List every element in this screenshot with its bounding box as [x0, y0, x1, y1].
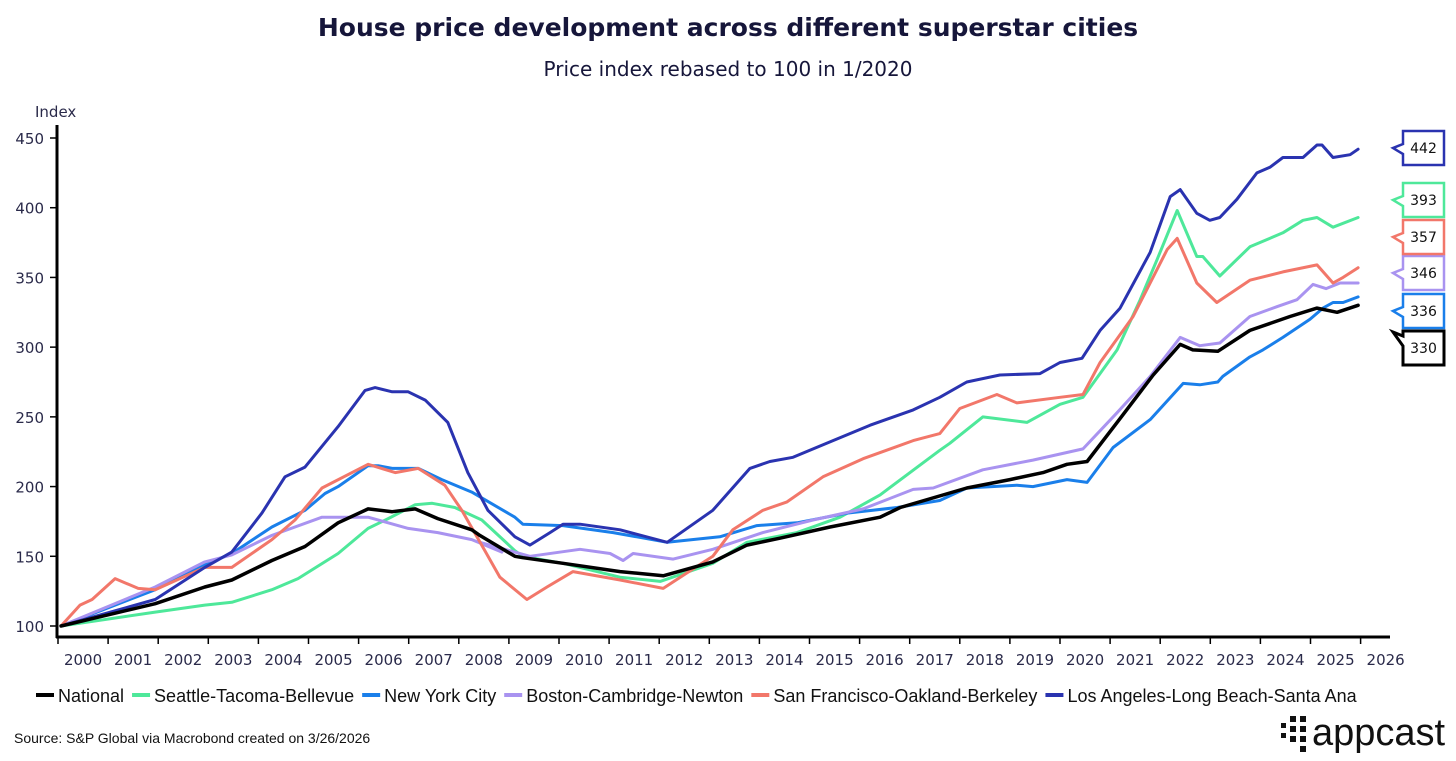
chart-title: House price development across different… — [318, 13, 1138, 42]
legend-item: New York City — [362, 686, 496, 706]
end-labels: 330 393 336 346 357 442 — [1388, 129, 1446, 367]
y-tick-label: 200 — [15, 479, 44, 497]
y-tick-label: 250 — [15, 409, 44, 427]
x-tick-label: 2006 — [365, 651, 403, 669]
x-tick-label: 2011 — [615, 651, 653, 669]
x-tick-label: 2001 — [114, 651, 152, 669]
x-tick-label: 2017 — [916, 651, 954, 669]
legend-item: Seattle-Tacoma-Bellevue — [132, 686, 354, 706]
legend-label: Seattle-Tacoma-Bellevue — [154, 686, 354, 706]
end-value-text: 336 — [1410, 304, 1437, 320]
x-tick-label: 2007 — [415, 651, 453, 669]
legend: National Seattle-Tacoma-Bellevue New York … — [36, 686, 1358, 706]
end-value-label: 357 — [1390, 218, 1446, 256]
y-tick-label: 350 — [15, 269, 44, 287]
legend-item: National — [36, 686, 124, 706]
x-tick-label: 2016 — [866, 651, 904, 669]
x-tick-label: 2012 — [665, 651, 703, 669]
x-tick-label: 2024 — [1266, 651, 1304, 669]
x-ticks: 2000 2001 2002 2003 2004 2005 2006 2007 2008 2009… — [57, 637, 1405, 669]
appcast-logo-text: appcast — [1312, 712, 1446, 754]
x-tick-label: 2013 — [715, 651, 753, 669]
x-tick-label: 2009 — [515, 651, 553, 669]
x-tick-label: 2022 — [1166, 651, 1204, 669]
y-tick-label: 150 — [15, 548, 44, 566]
legend-label: Boston-Cambridge-Newton — [526, 686, 743, 706]
end-value-label: 393 — [1390, 181, 1446, 219]
end-value-label: 336 — [1390, 292, 1446, 330]
series-lines — [59, 143, 1360, 628]
y-tick-label: 300 — [15, 339, 44, 357]
legend-label: New York City — [384, 686, 496, 706]
x-tick-label: 2020 — [1066, 651, 1104, 669]
legend-label: Los Angeles-Long Beach-Santa Ana — [1067, 686, 1357, 706]
appcast-logo: appcast — [1281, 712, 1446, 754]
y-tick-label: 100 — [15, 618, 44, 636]
x-tick-label: 2004 — [264, 651, 302, 669]
end-value-text: 346 — [1410, 266, 1437, 282]
x-tick-label: 2014 — [765, 651, 803, 669]
appcast-logo-mark-icon — [1281, 716, 1306, 752]
series-line-seattle-tacoma-bellevue — [59, 209, 1360, 628]
x-tick-label: 2023 — [1216, 651, 1254, 669]
y-ticks: 100 150 200 250 300 350 400 450 — [15, 130, 57, 636]
series-line-national — [59, 303, 1360, 628]
x-tick-label: 2002 — [164, 651, 202, 669]
legend-label: National — [58, 686, 124, 706]
end-value-label: 346 — [1390, 254, 1446, 292]
x-tick-label: 2021 — [1116, 651, 1154, 669]
x-tick-label: 2003 — [214, 651, 252, 669]
x-tick-label: 2025 — [1316, 651, 1354, 669]
series-line-new-york-city — [59, 295, 1360, 628]
legend-item: Los Angeles-Long Beach-Santa Ana — [1045, 686, 1358, 706]
y-axis-label: Index — [35, 103, 76, 121]
x-tick-label: 2019 — [1016, 651, 1054, 669]
y-tick-label: 450 — [15, 130, 44, 148]
y-tick-label: 400 — [15, 200, 44, 218]
legend-item: Boston-Cambridge-Newton — [504, 686, 743, 706]
source-note: Source: S&P Global via Macrobond created… — [14, 730, 370, 746]
end-value-text: 442 — [1410, 141, 1437, 157]
x-tick-label: 2008 — [465, 651, 503, 669]
series-line-san-francisco-oakland-berkeley — [59, 236, 1360, 628]
chart-subtitle: Price index rebased to 100 in 1/2020 — [544, 57, 913, 81]
end-value-text: 330 — [1410, 341, 1437, 357]
x-tick-label: 2018 — [966, 651, 1004, 669]
end-value-label: 330 — [1388, 328, 1446, 367]
series-line-boston-cambridge-newton — [59, 281, 1360, 628]
end-value-text: 357 — [1410, 230, 1437, 246]
axes — [55, 125, 1390, 639]
x-tick-label: 2000 — [64, 651, 102, 669]
x-tick-label: 2005 — [314, 651, 352, 669]
end-value-label: 442 — [1390, 129, 1446, 167]
legend-item: San Francisco-Oakland-Berkeley — [751, 686, 1037, 706]
x-tick-label: 2026 — [1367, 651, 1405, 669]
x-tick-label: 2010 — [565, 651, 603, 669]
x-tick-label: 2015 — [815, 651, 853, 669]
legend-label: San Francisco-Oakland-Berkeley — [773, 686, 1037, 706]
end-value-text: 393 — [1410, 193, 1437, 209]
series-line-los-angeles-long-beach-santa-ana — [59, 143, 1360, 628]
